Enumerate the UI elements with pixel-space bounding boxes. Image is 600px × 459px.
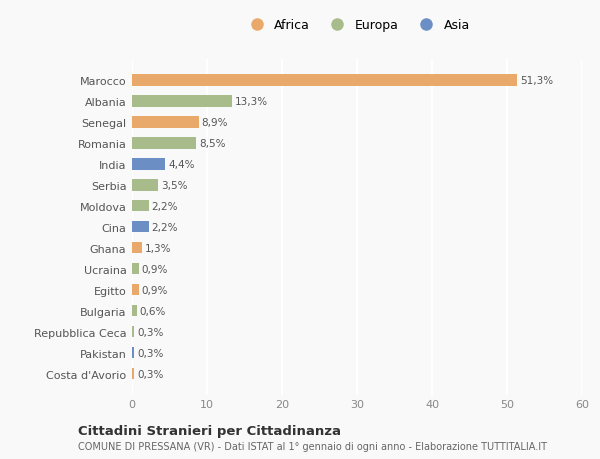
Text: 3,5%: 3,5%	[161, 180, 188, 190]
Text: 8,5%: 8,5%	[199, 139, 225, 148]
Text: 2,2%: 2,2%	[151, 222, 178, 232]
Text: 4,4%: 4,4%	[168, 159, 194, 169]
Text: 51,3%: 51,3%	[520, 76, 553, 86]
Bar	[132, 347, 134, 358]
Text: 0,3%: 0,3%	[137, 327, 164, 337]
Bar	[132, 96, 232, 107]
Text: 0,3%: 0,3%	[137, 348, 164, 358]
Bar	[132, 305, 137, 317]
Bar	[132, 242, 142, 254]
Bar	[132, 117, 199, 128]
Bar	[132, 179, 158, 191]
Text: 8,9%: 8,9%	[202, 118, 228, 128]
Legend: Africa, Europa, Asia: Africa, Europa, Asia	[244, 19, 470, 32]
Text: COMUNE DI PRESSANA (VR) - Dati ISTAT al 1° gennaio di ogni anno - Elaborazione T: COMUNE DI PRESSANA (VR) - Dati ISTAT al …	[78, 441, 547, 451]
Bar	[132, 284, 139, 296]
Text: 0,9%: 0,9%	[142, 285, 168, 295]
Bar	[132, 263, 139, 275]
Bar	[132, 201, 149, 212]
Bar	[132, 159, 165, 170]
Bar	[132, 138, 196, 149]
Text: 2,2%: 2,2%	[151, 202, 178, 211]
Text: 1,3%: 1,3%	[145, 243, 171, 253]
Bar	[132, 326, 134, 338]
Text: Cittadini Stranieri per Cittadinanza: Cittadini Stranieri per Cittadinanza	[78, 424, 341, 437]
Text: 0,6%: 0,6%	[139, 306, 166, 316]
Bar	[132, 368, 134, 380]
Bar	[132, 75, 517, 86]
Text: 13,3%: 13,3%	[235, 96, 268, 106]
Text: 0,9%: 0,9%	[142, 264, 168, 274]
Text: 0,3%: 0,3%	[137, 369, 164, 379]
Bar	[132, 221, 149, 233]
